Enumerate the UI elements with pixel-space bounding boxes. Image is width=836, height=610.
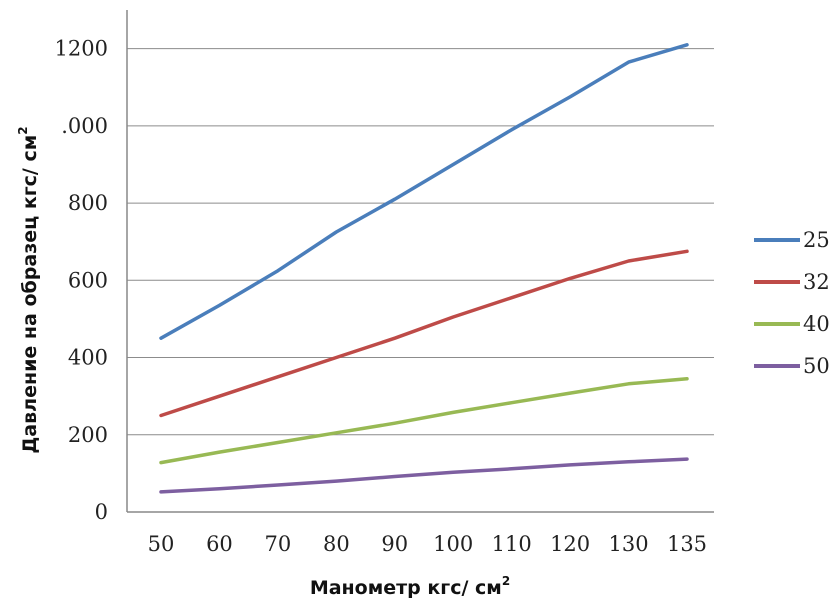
- x-tick-label: 110: [492, 532, 532, 556]
- y-tick-labels: 0 200 400 600 800 .000 1200: [55, 37, 108, 524]
- legend-label: 40: [803, 312, 830, 336]
- x-tick-label: 90: [381, 532, 408, 556]
- y-tick-label: 800: [68, 191, 108, 215]
- x-tick-label: 120: [550, 532, 590, 556]
- legend-label: 32: [803, 270, 830, 294]
- series-line-32: [159, 249, 689, 418]
- y-axis-title-sup: 2: [16, 126, 30, 134]
- series-line-50: [159, 457, 689, 494]
- y-tick-label: .000: [61, 114, 108, 138]
- y-tick-label: 200: [68, 423, 108, 447]
- y-tick-label: 400: [68, 346, 108, 370]
- legend-label: 25: [803, 228, 830, 252]
- legend-label: 50: [803, 354, 830, 378]
- x-tick-label: 60: [206, 532, 233, 556]
- series-line-25: [159, 43, 689, 340]
- x-axis-title-text: Манометр кгс/ см: [310, 577, 502, 599]
- y-tick-label: 600: [68, 268, 108, 292]
- series-line-40: [159, 377, 689, 465]
- x-tick-label: 135: [667, 532, 707, 556]
- x-tick-label: 50: [148, 532, 175, 556]
- x-tick-label: 80: [323, 532, 350, 556]
- x-tick-label: 100: [433, 532, 473, 556]
- y-tick-label: 0: [95, 500, 108, 524]
- y-tick-label: 1200: [55, 37, 108, 61]
- x-tick-labels: 50 60 70 80 90 100 110 120 130 135: [148, 532, 707, 556]
- gridlines: [127, 48, 714, 436]
- x-tick-label: 70: [265, 532, 292, 556]
- legend: 25 32 40 50: [754, 228, 830, 378]
- x-axis-title: Манометр кгс/ см2: [310, 574, 510, 599]
- x-axis-title-sup: 2: [502, 574, 510, 588]
- series-lines: [159, 43, 689, 494]
- x-tick-label: 130: [609, 532, 649, 556]
- y-axis-title-text: Давление на образец кгс/ см: [19, 135, 41, 454]
- y-axis-title: Давление на образец кгс/ см2: [16, 126, 41, 453]
